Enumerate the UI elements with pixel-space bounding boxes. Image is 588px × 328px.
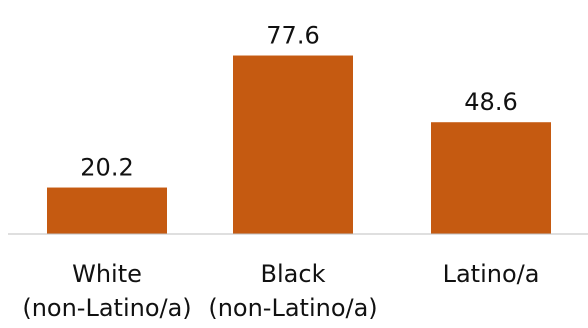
data-labels-group: 20.2 77.6 48.6 (80, 22, 517, 182)
category-label-1-line-1: (non-Latino/a) (208, 294, 377, 322)
bar-1 (233, 55, 353, 234)
bar-2 (431, 122, 551, 234)
bar-0 (47, 187, 167, 234)
data-label-2: 48.6 (464, 88, 517, 116)
category-labels-group: White (non-Latino/a) Black (non-Latino/a) La… (22, 260, 539, 322)
data-label-1: 77.6 (266, 22, 319, 50)
category-label-0-line-0: White (72, 260, 142, 288)
data-label-0: 20.2 (80, 154, 133, 182)
bars-group (47, 55, 551, 234)
category-label-2-line-0: Latino/a (443, 260, 540, 288)
category-label-0-line-1: (non-Latino/a) (22, 294, 191, 322)
category-label-1-line-0: Black (261, 260, 326, 288)
